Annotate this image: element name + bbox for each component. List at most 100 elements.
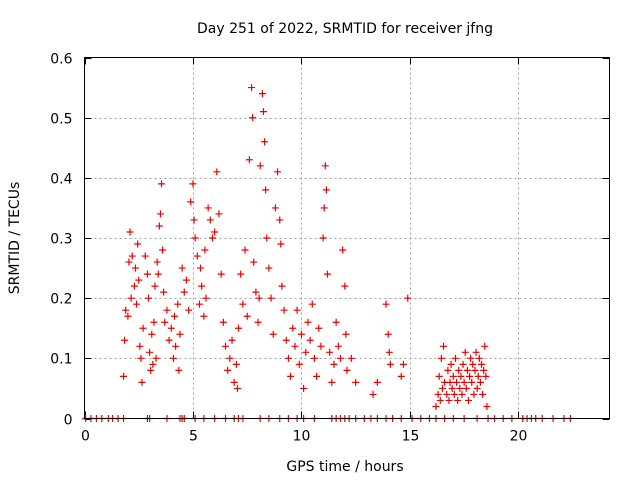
data-point xyxy=(287,372,295,380)
data-point xyxy=(259,108,267,116)
data-point xyxy=(261,138,269,146)
data-point xyxy=(136,342,144,350)
data-point xyxy=(277,240,285,248)
data-point xyxy=(280,306,288,314)
data-point xyxy=(134,240,142,248)
data-point xyxy=(152,354,160,362)
data-point xyxy=(464,396,472,404)
data-point xyxy=(185,306,193,314)
data-point xyxy=(262,186,270,194)
data-point xyxy=(456,384,464,392)
data-point xyxy=(131,264,139,272)
data-point xyxy=(226,354,234,362)
data-point xyxy=(193,252,201,260)
data-point xyxy=(479,390,487,398)
data-point xyxy=(148,330,156,338)
x-tick-label: 15 xyxy=(402,429,420,445)
data-point xyxy=(180,288,188,296)
data-point xyxy=(141,252,149,260)
data-point xyxy=(215,210,223,218)
data-point xyxy=(126,228,134,236)
data-point xyxy=(224,366,232,374)
data-point xyxy=(121,336,129,344)
data-point xyxy=(265,264,273,272)
data-point xyxy=(473,384,481,392)
data-point xyxy=(189,180,197,188)
data-point xyxy=(472,348,480,356)
data-point xyxy=(267,294,275,302)
data-point xyxy=(369,390,377,398)
data-point xyxy=(153,258,161,266)
data-point xyxy=(339,246,347,254)
data-point xyxy=(332,318,340,326)
data-point xyxy=(175,366,183,374)
data-point xyxy=(167,324,175,332)
data-point xyxy=(255,294,263,302)
data-point xyxy=(306,336,314,344)
data-point xyxy=(454,396,462,404)
data-point xyxy=(336,354,344,362)
data-point xyxy=(440,342,448,350)
data-point xyxy=(447,360,455,368)
data-point xyxy=(450,390,458,398)
data-point xyxy=(120,372,128,380)
data-point xyxy=(468,378,476,386)
data-point xyxy=(342,330,350,338)
data-point xyxy=(397,372,405,380)
data-point xyxy=(155,222,163,230)
data-point xyxy=(176,330,184,338)
data-point xyxy=(154,270,162,278)
data-point xyxy=(304,318,312,326)
data-point xyxy=(169,354,177,362)
data-point xyxy=(127,294,135,302)
data-point xyxy=(146,348,154,356)
data-point xyxy=(171,312,179,320)
y-tick-label: 0.6 xyxy=(50,52,72,68)
axes-layer: 0 0.1 0.2 0.3 0.4 0.5 0.6 0 5 10 15 20 xyxy=(50,52,610,445)
data-point xyxy=(233,384,241,392)
data-point xyxy=(482,372,490,380)
data-point xyxy=(471,366,479,374)
y-tick-label: 0.5 xyxy=(50,112,72,128)
data-point xyxy=(163,306,171,314)
data-point xyxy=(206,216,214,224)
data-point xyxy=(453,378,461,386)
data-point xyxy=(172,342,180,350)
data-point xyxy=(254,318,262,326)
data-point xyxy=(128,252,136,260)
data-point xyxy=(211,228,219,236)
data-point xyxy=(341,282,349,290)
x-axis-label: GPS time / hours xyxy=(286,459,403,475)
data-point xyxy=(481,342,489,350)
data-point xyxy=(373,378,381,386)
grid-layer xyxy=(84,57,610,419)
data-point xyxy=(297,330,305,338)
data-point xyxy=(384,330,392,338)
data-point xyxy=(138,378,146,386)
data-point xyxy=(461,348,469,356)
data-point xyxy=(432,402,440,410)
data-point xyxy=(463,366,471,374)
data-point xyxy=(343,366,351,374)
data-point xyxy=(204,204,212,212)
data-point xyxy=(462,384,470,392)
data-point xyxy=(202,294,210,302)
data-point xyxy=(328,378,336,386)
x-tick-label: 0 xyxy=(81,429,90,445)
data-point xyxy=(445,396,453,404)
data-point xyxy=(241,246,249,254)
data-point xyxy=(435,372,443,380)
data-point xyxy=(269,330,277,338)
data-point xyxy=(313,372,321,380)
data-point xyxy=(130,282,138,290)
data-point xyxy=(213,168,221,176)
data-point xyxy=(278,282,286,290)
data-point xyxy=(448,384,456,392)
points-layer xyxy=(82,84,574,422)
data-point xyxy=(330,360,338,368)
data-point xyxy=(165,336,173,344)
data-point xyxy=(295,360,303,368)
data-point xyxy=(467,354,475,362)
data-point xyxy=(195,300,203,308)
data-point xyxy=(230,378,238,386)
